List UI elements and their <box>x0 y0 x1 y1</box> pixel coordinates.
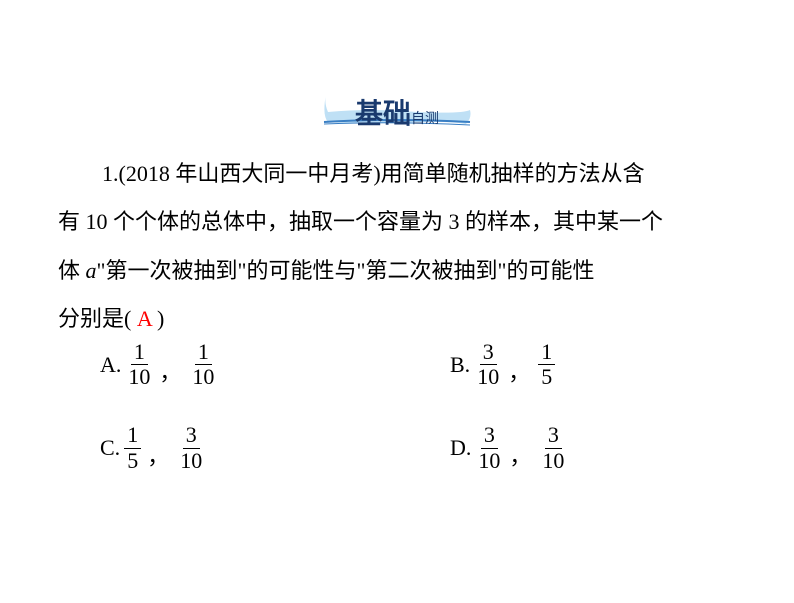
option-C: C. 1 5 ， 3 10 <box>100 423 450 472</box>
option-B-label: B. <box>450 352 470 378</box>
option-A-label: A. <box>100 352 121 378</box>
option-B-frac1: 3 10 <box>474 340 502 389</box>
q4-post: ) <box>157 306 164 331</box>
question-block: 1.(2018 年山西大同一中月考)用简单随机抽样的方法从含 有 10 个个体的… <box>58 150 736 344</box>
q4-pre: 分别是( <box>58 306 131 331</box>
option-B-d2: 5 <box>538 365 555 389</box>
question-line-2: 有 10 个个体的总体中，抽取一个容量为 3 的样本，其中某一个 <box>58 198 736 246</box>
option-B-frac2: 1 5 <box>538 340 555 389</box>
comma: ， <box>508 355 530 387</box>
q3-variable-a: a <box>86 258 97 283</box>
option-D-n2: 3 <box>545 423 562 448</box>
banner-big-text: 基础 <box>355 99 411 130</box>
option-C-n2: 3 <box>183 423 200 448</box>
option-C-n1: 1 <box>124 423 141 448</box>
options-row-1: A. 1 10 ， 1 10 B. 3 10 ， 1 5 <box>100 340 734 389</box>
option-D-label: D. <box>450 435 471 461</box>
question-line-4: 分别是( A ) <box>58 295 736 343</box>
question-line-3: 体 a"第一次被抽到"的可能性与"第二次被抽到"的可能性 <box>58 247 736 295</box>
option-D-frac2: 3 10 <box>539 423 567 472</box>
options-row-2: C. 1 5 ， 3 10 D. 3 10 ， 3 10 <box>100 423 734 472</box>
option-A: A. 1 10 ， 1 10 <box>100 340 450 389</box>
option-C-label: C. <box>100 435 120 461</box>
section-banner: 基础自测 <box>322 88 472 130</box>
option-C-frac1: 1 5 <box>124 423 141 472</box>
option-C-frac2: 3 10 <box>177 423 205 472</box>
banner-small-text: 自测 <box>411 112 439 127</box>
question-line-1: 1.(2018 年山西大同一中月考)用简单随机抽样的方法从含 <box>58 150 736 198</box>
option-A-frac1: 1 10 <box>125 340 153 389</box>
option-A-d2: 10 <box>189 365 217 389</box>
option-B: B. 3 10 ， 1 5 <box>450 340 557 389</box>
option-D-frac1: 3 10 <box>475 423 503 472</box>
option-A-d1: 10 <box>125 365 153 389</box>
option-D-d1: 10 <box>475 449 503 473</box>
options-block: A. 1 10 ， 1 10 B. 3 10 ， 1 5 C <box>100 340 734 507</box>
option-B-n1: 3 <box>480 340 497 365</box>
option-A-n1: 1 <box>131 340 148 365</box>
banner-title: 基础自测 <box>322 92 472 132</box>
option-D: D. 3 10 ， 3 10 <box>450 423 569 472</box>
option-C-d2: 10 <box>177 449 205 473</box>
option-D-n1: 3 <box>481 423 498 448</box>
comma: ， <box>147 439 169 471</box>
option-A-frac2: 1 10 <box>189 340 217 389</box>
comma: ， <box>509 439 531 471</box>
option-C-d1: 5 <box>124 449 141 473</box>
answer-letter: A <box>137 306 152 331</box>
q3-pre: 体 <box>58 258 86 283</box>
option-B-n2: 1 <box>538 340 555 365</box>
option-A-n2: 1 <box>195 340 212 365</box>
option-D-d2: 10 <box>539 449 567 473</box>
comma: ， <box>159 355 181 387</box>
q3-post: "第一次被抽到"的可能性与"第二次被抽到"的可能性 <box>97 258 595 283</box>
option-B-d1: 10 <box>474 365 502 389</box>
